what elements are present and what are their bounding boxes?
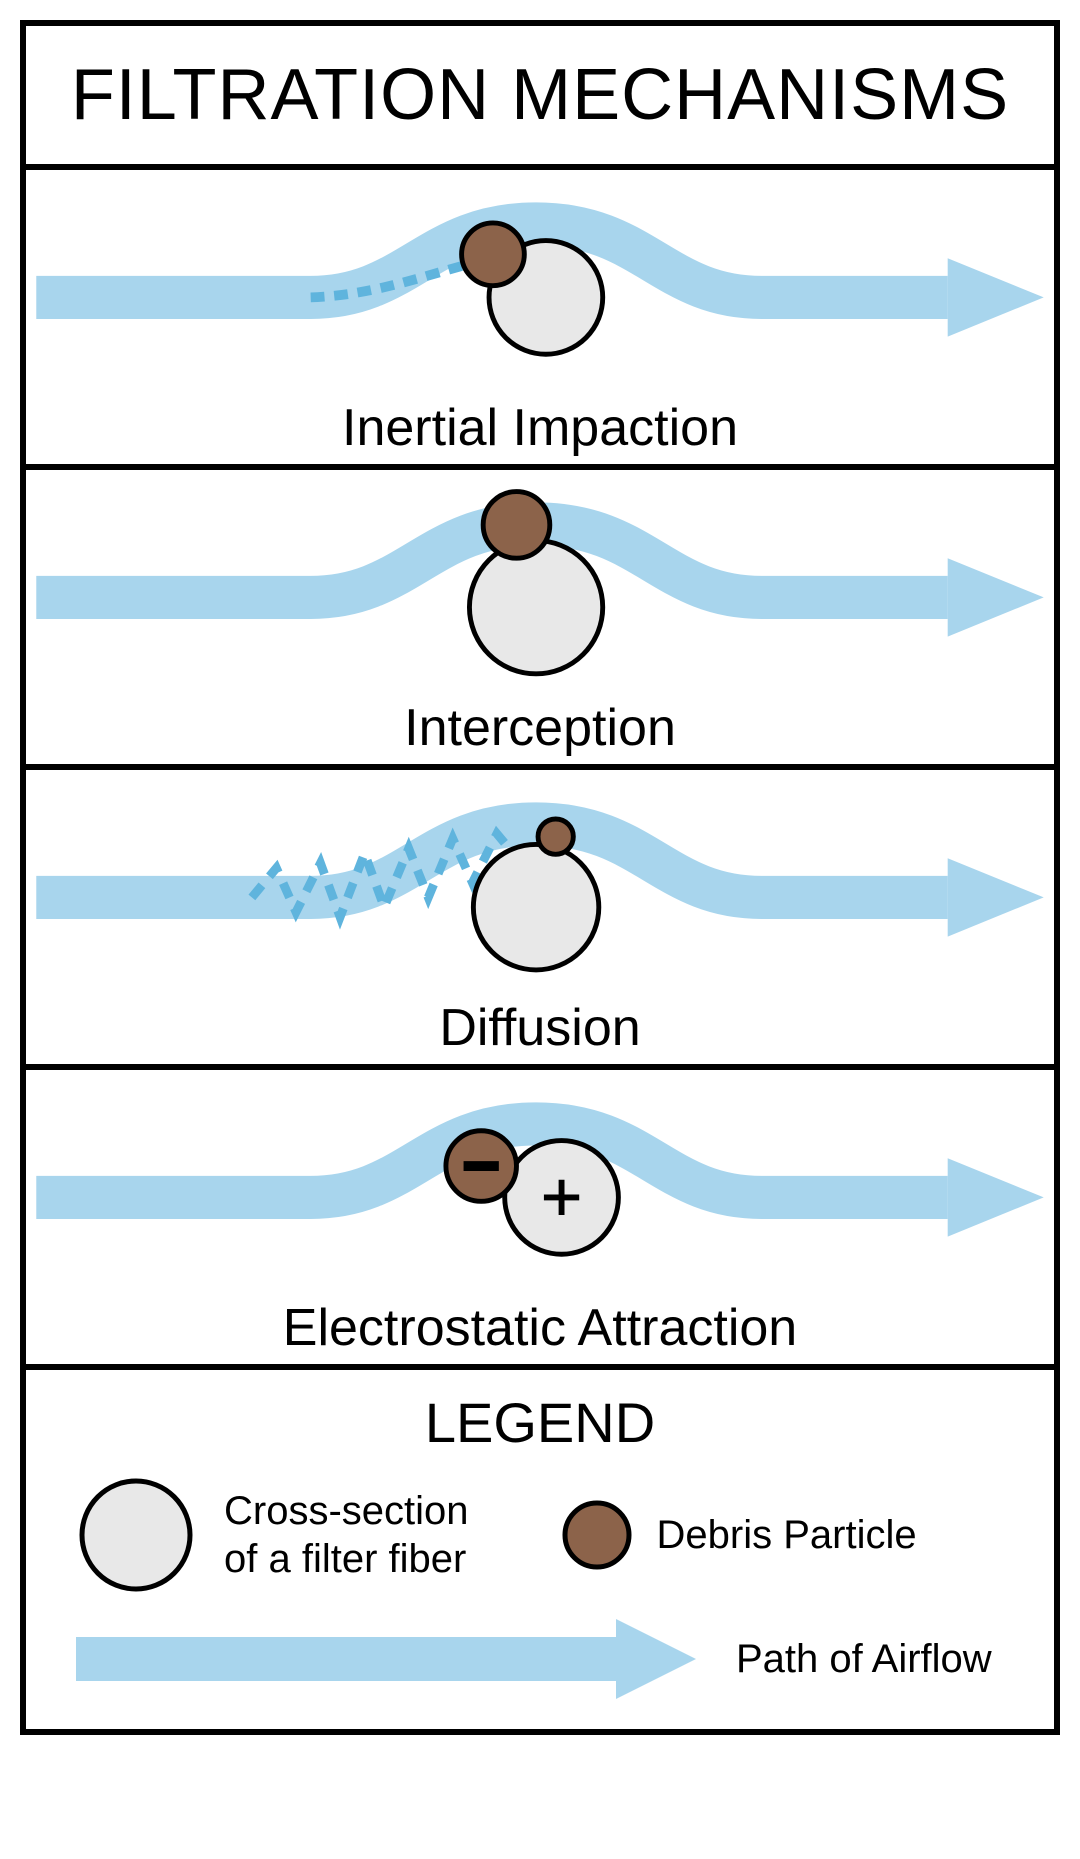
debris-circle	[538, 819, 573, 854]
debris-circle	[462, 223, 525, 286]
legend-airflow-label: Path of Airflow	[736, 1637, 992, 1682]
filtration-diagram: FILTRATION MECHANISMS Inertial Impaction…	[20, 20, 1060, 1735]
diagram-title: FILTRATION MECHANISMS	[36, 54, 1044, 136]
airflow-arrowhead	[948, 258, 1044, 336]
legend-debris-icon	[559, 1497, 635, 1573]
legend-airflow-icon	[76, 1619, 696, 1699]
legend-debris-item: Debris Particle	[559, 1497, 917, 1573]
airflow-arrowhead	[948, 558, 1044, 636]
panel-label-interception: Interception	[404, 698, 676, 758]
legend-fiber-label: Cross-section of a filter fiber	[224, 1487, 469, 1583]
panel-label-inertial: Inertial Impaction	[342, 398, 738, 458]
legend-row-2: Path of Airflow	[76, 1619, 1024, 1699]
diagram-title-section: FILTRATION MECHANISMS	[26, 26, 1054, 170]
fiber-circle	[469, 541, 602, 674]
fiber-circle	[473, 844, 598, 969]
panel-interception: Interception	[26, 470, 1054, 770]
airflow-arrowhead	[948, 1158, 1044, 1236]
legend-fiber-item: Cross-section of a filter fiber	[76, 1475, 469, 1595]
panel-diffusion: Diffusion	[26, 770, 1054, 1070]
panel-inertial-impaction: Inertial Impaction	[26, 170, 1054, 470]
legend-title: LEGEND	[56, 1390, 1024, 1455]
legend-row-1: Cross-section of a filter fiber Debris P…	[56, 1475, 1024, 1595]
legend-fiber-icon	[76, 1475, 196, 1595]
legend-section: LEGEND Cross-section of a filter fiber D…	[26, 1370, 1054, 1729]
debris-circle	[483, 492, 550, 559]
airflow-arrowhead	[948, 858, 1044, 936]
panel-label-diffusion: Diffusion	[439, 998, 640, 1058]
panel-electrostatic: Electrostatic Attraction	[26, 1070, 1054, 1370]
legend-fiber-label-line2: of a filter fiber	[224, 1535, 469, 1583]
legend-debris-label: Debris Particle	[657, 1513, 917, 1558]
panel-label-electrostatic: Electrostatic Attraction	[283, 1298, 797, 1358]
legend-fiber-label-line1: Cross-section	[224, 1487, 469, 1535]
